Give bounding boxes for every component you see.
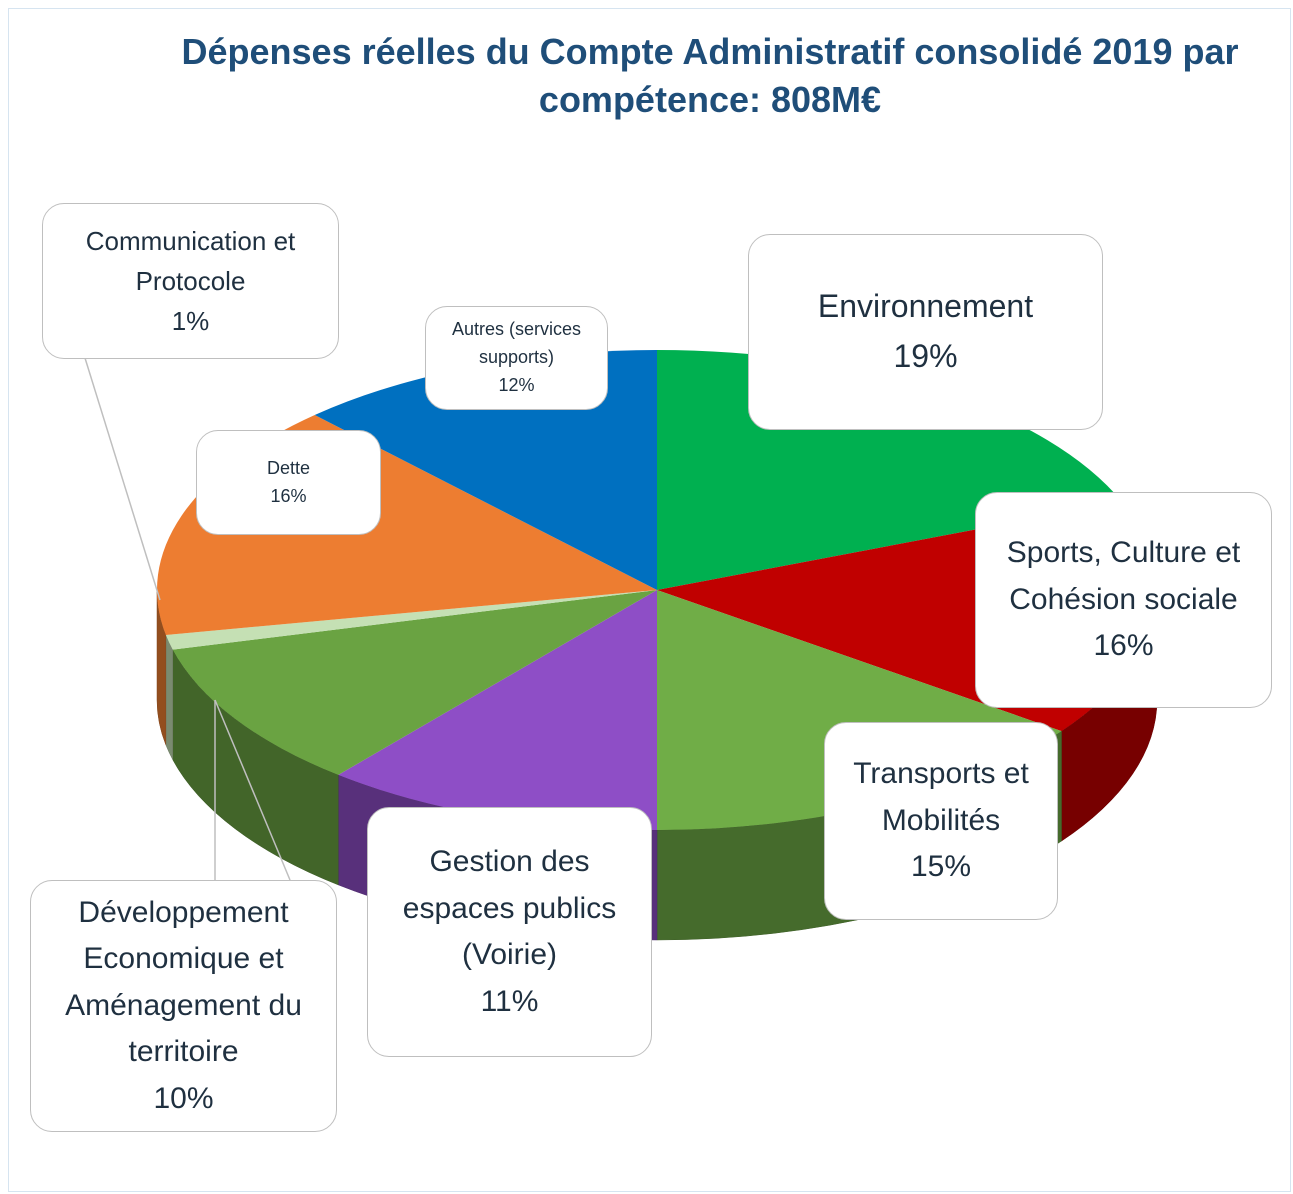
slice-side <box>165 634 173 760</box>
value-label: 12% <box>498 374 535 395</box>
data-label: Gestion des espaces publics (Voirie) 11% <box>367 807 652 1057</box>
slice <box>338 590 657 830</box>
leader-line <box>214 699 291 881</box>
category-label: Environnement <box>817 288 1034 325</box>
category-label: Transports et Mobilités <box>853 757 1029 837</box>
value-label: 1% <box>171 306 210 337</box>
category-label: Sports, Culture et Cohésion sociale <box>1006 536 1241 616</box>
slice <box>172 590 657 775</box>
data-label: Autres (services supports) 12% <box>425 306 608 410</box>
leader-line <box>84 357 161 601</box>
value-label: 15% <box>910 850 972 884</box>
data-label: Dette 16% <box>196 430 381 535</box>
value-label: 16% <box>270 485 307 506</box>
data-label: Environnement 19% <box>748 234 1103 430</box>
slice <box>165 590 657 650</box>
value-label: 11% <box>480 984 539 1018</box>
data-label: Communication et Protocole 1% <box>42 203 339 359</box>
category-label: Dette <box>266 457 311 478</box>
data-label: Transports et Mobilités 15% <box>824 722 1058 920</box>
slice <box>314 350 657 590</box>
value-label: 19% <box>893 338 958 374</box>
category-label: Autres (services supports) <box>451 319 582 368</box>
category-label: Gestion des espaces publics (Voirie) <box>402 845 617 971</box>
category-label: Communication et Protocole <box>85 225 296 296</box>
frame <box>8 8 1291 1192</box>
value-label: 16% <box>1093 629 1154 663</box>
category-label: Développement Economique et Aménagement … <box>65 895 302 1069</box>
data-label: Développement Economique et Aménagement … <box>30 880 337 1132</box>
chart-title: Dépenses réelles du Compte Administratif… <box>181 31 1239 120</box>
data-label: Sports, Culture et Cohésion sociale 16% <box>975 492 1272 708</box>
value-label: 10% <box>153 1081 214 1115</box>
